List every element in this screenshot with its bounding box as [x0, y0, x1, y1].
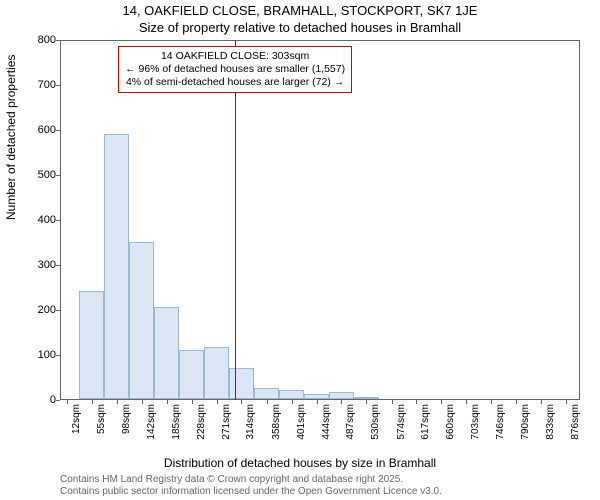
y-tick-label: 800 [38, 34, 56, 46]
histogram-bar [254, 388, 279, 399]
histogram-bar [229, 368, 254, 400]
page-title-subtitle: Size of property relative to detached ho… [0, 20, 600, 35]
histogram-bar [304, 394, 329, 399]
x-tick-label: 228sqm [196, 404, 207, 448]
x-tick-label: 314sqm [245, 404, 256, 448]
x-axis-label: Distribution of detached houses by size … [0, 456, 600, 470]
x-tick-mark [366, 400, 367, 404]
x-tick-mark [117, 400, 118, 404]
x-tick-label: 487sqm [345, 404, 356, 448]
y-tick-mark [56, 40, 60, 41]
x-tick-mark [142, 400, 143, 404]
attribution-line-2: Contains public sector information licen… [60, 486, 442, 498]
x-tick-mark [292, 400, 293, 404]
y-tick-mark [56, 85, 60, 86]
histogram-bar [79, 291, 104, 399]
x-tick-mark [392, 400, 393, 404]
x-tick-mark [167, 400, 168, 404]
y-tick-mark [56, 130, 60, 131]
y-tick-mark [56, 265, 60, 266]
x-tick-label: 574sqm [396, 404, 407, 448]
y-tick-label: 200 [38, 304, 56, 316]
histogram-bar [154, 307, 179, 399]
x-tick-mark [441, 400, 442, 404]
y-tick-label: 100 [38, 349, 56, 361]
histogram-bar [204, 347, 229, 399]
y-tick-label: 300 [38, 259, 56, 271]
x-tick-mark [267, 400, 268, 404]
page-title-address: 14, OAKFIELD CLOSE, BRAMHALL, STOCKPORT,… [0, 3, 600, 18]
x-tick-label: 12sqm [71, 404, 82, 448]
histogram-bar [329, 392, 354, 399]
x-tick-label: 746sqm [495, 404, 506, 448]
x-tick-mark [541, 400, 542, 404]
y-tick-mark [56, 355, 60, 356]
histogram-bar [354, 397, 379, 399]
x-tick-label: 142sqm [146, 404, 157, 448]
attribution-text: Contains HM Land Registry data © Crown c… [60, 474, 442, 498]
property-marker-line [235, 40, 236, 400]
y-tick-label: 600 [38, 124, 56, 136]
x-tick-mark [241, 400, 242, 404]
histogram-bar [129, 242, 154, 400]
y-axis-label: Number of detached properties [4, 55, 18, 220]
x-tick-label: 358sqm [271, 404, 282, 448]
x-tick-mark [516, 400, 517, 404]
histogram-bar [279, 390, 304, 399]
x-tick-label: 55sqm [96, 404, 107, 448]
y-tick-mark [56, 175, 60, 176]
x-tick-label: 617sqm [420, 404, 431, 448]
annotation-line: 4% of semi-detached houses are larger (7… [125, 76, 345, 89]
attribution-line-1: Contains HM Land Registry data © Crown c… [60, 474, 442, 486]
x-tick-mark [217, 400, 218, 404]
annotation-line: ← 96% of detached houses are smaller (1,… [125, 63, 345, 76]
y-tick-label: 500 [38, 169, 56, 181]
x-tick-label: 271sqm [221, 404, 232, 448]
histogram-bar [179, 350, 204, 400]
annotation-line: 14 OAKFIELD CLOSE: 303sqm [125, 50, 345, 63]
x-tick-label: 660sqm [445, 404, 456, 448]
x-tick-label: 98sqm [121, 404, 132, 448]
x-tick-mark [192, 400, 193, 404]
x-tick-label: 833sqm [545, 404, 556, 448]
x-tick-mark [341, 400, 342, 404]
x-tick-mark [466, 400, 467, 404]
x-tick-label: 790sqm [520, 404, 531, 448]
x-tick-mark [67, 400, 68, 404]
x-tick-label: 401sqm [296, 404, 307, 448]
y-tick-mark [56, 220, 60, 221]
annotation-box: 14 OAKFIELD CLOSE: 303sqm← 96% of detach… [118, 46, 352, 93]
y-tick-mark [56, 400, 60, 401]
x-tick-label: 185sqm [171, 404, 182, 448]
y-tick-label: 700 [38, 79, 56, 91]
x-tick-label: 876sqm [570, 404, 581, 448]
y-tick-label: 400 [38, 214, 56, 226]
x-tick-label: 703sqm [470, 404, 481, 448]
x-tick-mark [416, 400, 417, 404]
y-tick-mark [56, 310, 60, 311]
x-tick-mark [491, 400, 492, 404]
x-tick-label: 530sqm [370, 404, 381, 448]
x-tick-mark [566, 400, 567, 404]
histogram-bar [104, 134, 129, 400]
x-tick-label: 444sqm [321, 404, 332, 448]
x-tick-mark [92, 400, 93, 404]
x-tick-mark [317, 400, 318, 404]
